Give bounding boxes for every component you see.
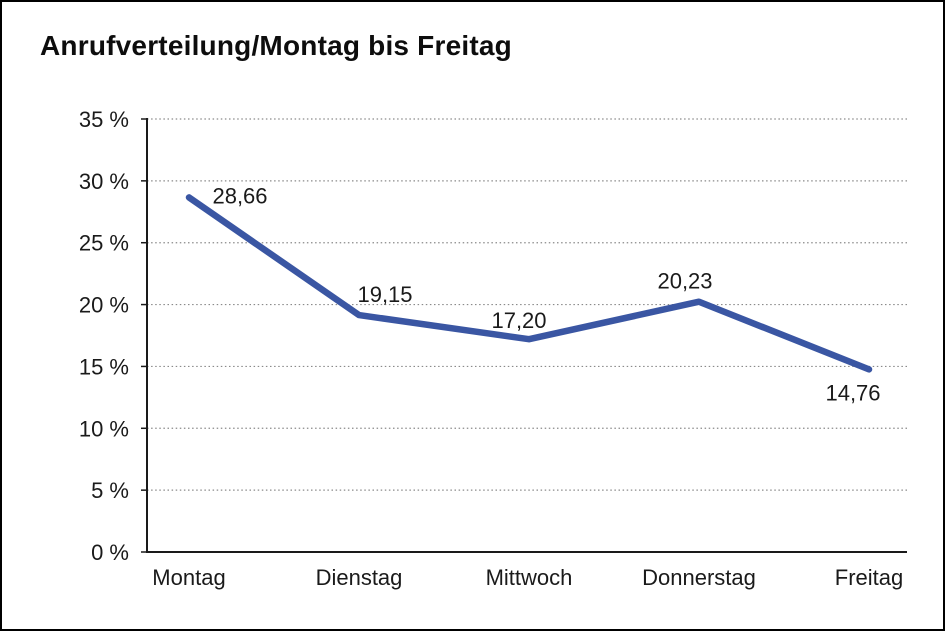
y-tick-label: 30 % xyxy=(79,169,129,194)
data-point-label: 20,23 xyxy=(657,269,712,294)
y-tick-label: 10 % xyxy=(79,416,129,441)
y-tick-label: 0 % xyxy=(91,540,129,565)
data-line xyxy=(185,194,873,373)
x-tick-label: Montag xyxy=(152,565,225,590)
y-tick-label: 25 % xyxy=(79,231,129,256)
y-tick-label: 20 % xyxy=(79,293,129,318)
y-tick-label: 15 % xyxy=(79,354,129,379)
x-tick-label: Mittwoch xyxy=(486,565,573,590)
y-tick-label: 5 % xyxy=(91,478,129,503)
chart-title: Anrufverteilung/Montag bis Freitag xyxy=(40,30,512,61)
data-point-label: 17,20 xyxy=(491,308,546,333)
x-tick-label: Dienstag xyxy=(316,565,403,590)
data-point-label: 19,15 xyxy=(357,282,412,307)
x-tick-label: Donnerstag xyxy=(642,565,756,590)
y-tick-label: 35 % xyxy=(79,107,129,132)
data-point-label: 28,66 xyxy=(212,183,267,208)
data-point-label: 14,76 xyxy=(825,380,880,405)
x-tick-label: Freitag xyxy=(835,565,903,590)
